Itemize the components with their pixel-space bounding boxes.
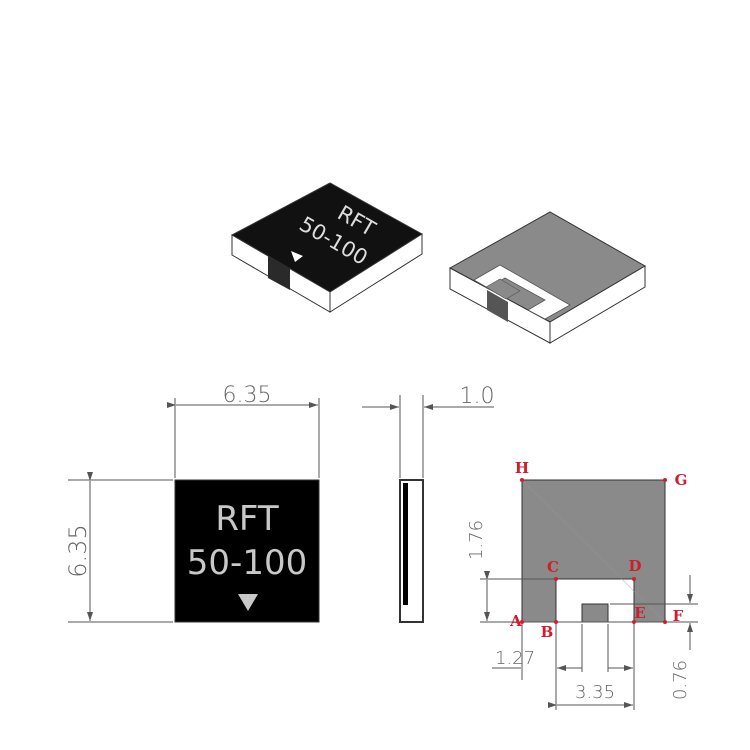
pad-signal-tab [581, 603, 609, 623]
front-height-dim: 6.35 [64, 524, 92, 577]
point-c-label: C [547, 558, 559, 576]
point-g-dot [663, 478, 667, 482]
point-f-dot [663, 620, 667, 624]
side-thickness-dim: 1.0 [460, 384, 495, 409]
front-triangle-icon [238, 594, 258, 611]
point-a-dot [520, 620, 524, 624]
iso-top-component: RFT 50-100 [230, 182, 423, 313]
point-g-label: G [675, 471, 688, 489]
point-d-label: D [628, 557, 641, 575]
side-top-layer [403, 483, 408, 605]
point-f-label: F [673, 607, 684, 625]
side-view: 1.0 [362, 384, 495, 623]
pad-view: 1.76 1.27 3.35 0.76 H G [466, 459, 698, 710]
pad-tab-dim: 0.76 [670, 660, 691, 700]
iso-top-triangle-icon [291, 251, 303, 262]
iso-bottom-terminal [487, 290, 508, 322]
pad-left-dim: 1.27 [495, 648, 535, 669]
point-d-dot [632, 577, 636, 581]
point-e-label: E [634, 604, 645, 622]
point-c-dot [554, 577, 558, 581]
point-h-label: H [515, 459, 529, 477]
front-label-2: 50-100 [187, 543, 307, 583]
front-view: RFT 50-100 6.35 6.35 [64, 383, 320, 623]
point-h-dot [520, 478, 524, 482]
iso-bottom-component [448, 211, 646, 344]
point-b-label: B [541, 623, 554, 641]
iso-top-terminal [268, 256, 290, 290]
point-a-label: A [509, 612, 522, 630]
pad-upper-dim: 1.76 [466, 520, 487, 560]
front-width-dim: 6.35 [223, 383, 272, 408]
front-label-1: RFT [215, 499, 279, 539]
point-e-dot [632, 620, 636, 624]
point-b-dot [554, 620, 558, 624]
pad-gap-dim: 3.35 [575, 682, 615, 703]
